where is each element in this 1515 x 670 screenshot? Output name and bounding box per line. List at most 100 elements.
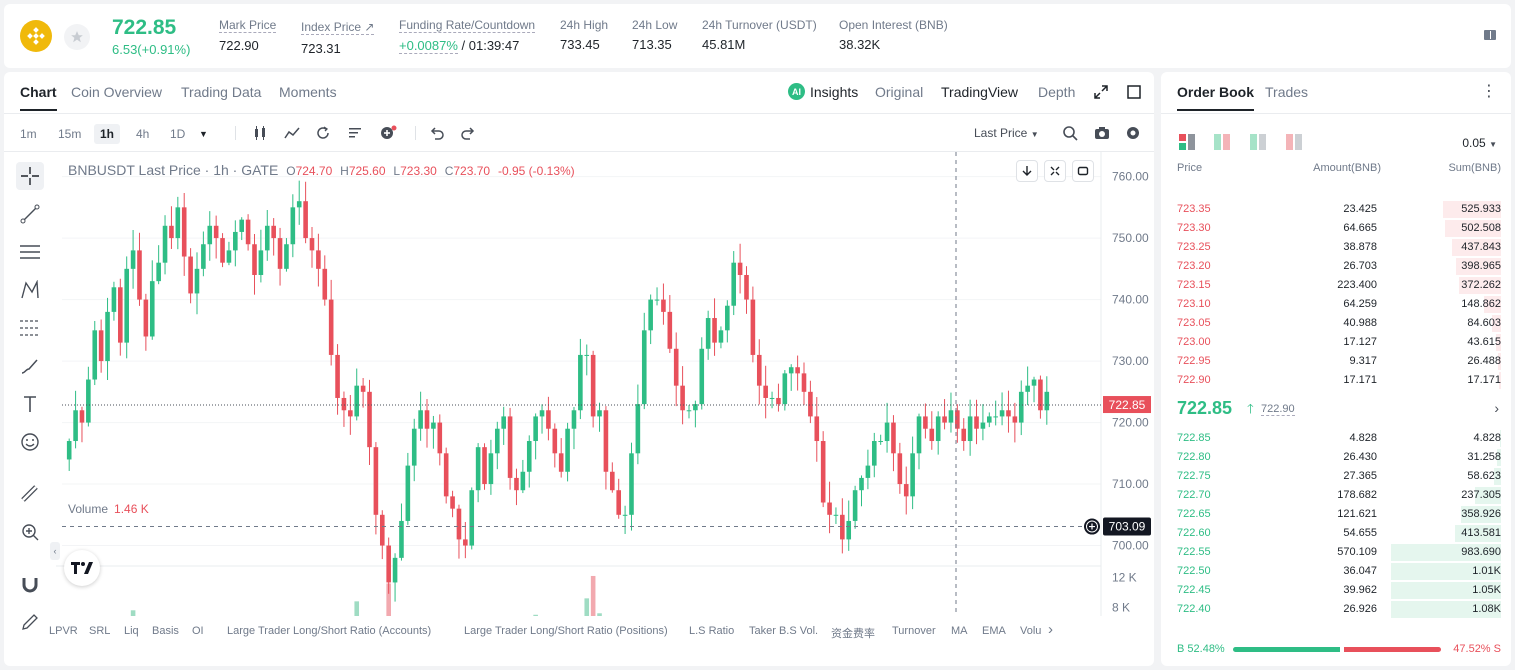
collapse-left-icon[interactable]: ‹ bbox=[50, 542, 60, 560]
bid-row[interactable]: 722.85 4.828 4.828 bbox=[1177, 429, 1501, 448]
pattern-tool-icon[interactable] bbox=[16, 276, 44, 304]
favorite-star-icon[interactable] bbox=[64, 24, 90, 50]
undo-icon[interactable] bbox=[429, 125, 445, 141]
pencil-lock-tool-icon[interactable] bbox=[16, 608, 44, 636]
tradingview-logo-icon[interactable] bbox=[64, 550, 100, 586]
indicator-item[interactable]: MA bbox=[951, 625, 968, 637]
fit-screen-icon[interactable] bbox=[1072, 160, 1094, 182]
tab-moments[interactable]: Moments bbox=[279, 84, 337, 100]
emoji-tool-icon[interactable] bbox=[16, 428, 44, 456]
ask-row[interactable]: 723.20 26.703 398.965 bbox=[1177, 257, 1501, 276]
indicator-item[interactable]: Taker B.S Vol. bbox=[749, 625, 819, 637]
candle-body bbox=[520, 471, 526, 491]
ruler-tool-icon[interactable] bbox=[16, 480, 44, 508]
timeframe-1d[interactable]: 1D bbox=[170, 127, 186, 141]
chevron-right-icon[interactable]: › bbox=[1048, 621, 1053, 638]
horizontal-lines-tool-icon[interactable] bbox=[16, 238, 44, 266]
bid-row[interactable]: 722.65 121.621 358.926 bbox=[1177, 505, 1501, 524]
orderbook-mid-price[interactable]: 722.85 🡑 722.90 › bbox=[1177, 398, 1501, 424]
indicator-item[interactable]: EMA bbox=[982, 625, 1006, 637]
tab-trades[interactable]: Trades bbox=[1265, 84, 1309, 100]
search-icon[interactable] bbox=[1062, 125, 1078, 141]
bid-row[interactable]: 722.45 39.962 1.05K bbox=[1177, 581, 1501, 600]
ask-row[interactable]: 723.15 223.400 372.262 bbox=[1177, 276, 1501, 295]
indicator-item[interactable]: Liq bbox=[124, 625, 139, 637]
precision-select[interactable]: 0.05 ▼ bbox=[1462, 136, 1497, 150]
indicator-item[interactable]: OI bbox=[192, 625, 204, 637]
more-vertical-icon[interactable]: ⋮ bbox=[1481, 83, 1497, 100]
stat-index-price[interactable]: Index Price ↗ 723.31 bbox=[301, 18, 375, 56]
ask-row[interactable]: 722.90 17.171 17.171 bbox=[1177, 371, 1501, 390]
candle-body bbox=[233, 231, 238, 251]
timeframe-1h[interactable]: 1h bbox=[94, 124, 121, 144]
brush-tool-icon[interactable] bbox=[16, 352, 44, 380]
tab-chart[interactable]: Chart bbox=[20, 84, 57, 111]
stat-mark-price[interactable]: Mark Price 722.90 bbox=[219, 18, 277, 53]
redo-icon[interactable] bbox=[460, 125, 476, 141]
indicator-item[interactable]: Basis bbox=[152, 625, 179, 637]
stat-value: 713.35 bbox=[632, 37, 672, 52]
indicator-item[interactable]: Large Trader Long/Short Ratio (Positions… bbox=[464, 625, 668, 637]
chevron-down-icon[interactable]: ▼ bbox=[199, 129, 208, 139]
bid-row[interactable]: 722.55 570.109 983.690 bbox=[1177, 543, 1501, 562]
indicator-item[interactable]: Volu bbox=[1020, 625, 1042, 637]
ask-row[interactable]: 723.00 17.127 43.615 bbox=[1177, 333, 1501, 352]
template-icon[interactable] bbox=[347, 125, 363, 141]
indicator-item[interactable]: 资金费率 bbox=[831, 628, 875, 640]
ask-row[interactable]: 722.95 9.317 26.488 bbox=[1177, 352, 1501, 371]
bid-row[interactable]: 722.60 54.655 413.581 bbox=[1177, 524, 1501, 543]
layout-bids-icon[interactable] bbox=[1250, 134, 1266, 155]
chevron-right-icon[interactable]: › bbox=[1494, 400, 1499, 416]
book-icon[interactable] bbox=[1483, 28, 1497, 42]
fibonacci-tool-icon[interactable] bbox=[16, 314, 44, 342]
bid-row[interactable]: 722.70 178.682 237.305 bbox=[1177, 486, 1501, 505]
bid-row[interactable]: 722.40 26.926 1.08K bbox=[1177, 600, 1501, 619]
expand-icon[interactable] bbox=[1094, 85, 1108, 104]
timeframe-4h[interactable]: 4h bbox=[136, 127, 150, 141]
candle-body bbox=[431, 422, 436, 429]
trendline-tool-icon[interactable] bbox=[16, 200, 44, 228]
view-tradingview[interactable]: TradingView bbox=[941, 84, 1019, 100]
bid-row[interactable]: 722.80 26.430 31.258 bbox=[1177, 448, 1501, 467]
bid-row[interactable]: 722.50 36.047 1.01K bbox=[1177, 562, 1501, 581]
indicator-item[interactable]: Turnover bbox=[892, 625, 936, 637]
add-level-icon[interactable] bbox=[1084, 518, 1100, 535]
layout-asks-icon[interactable] bbox=[1286, 134, 1302, 155]
price-type-select[interactable]: Last Price ▼ bbox=[974, 126, 1039, 140]
tab-coin-overview[interactable]: Coin Overview bbox=[71, 84, 163, 100]
window-icon[interactable] bbox=[1127, 85, 1141, 104]
crosshair-tool-icon[interactable] bbox=[16, 162, 44, 190]
view-insights[interactable]: Insights bbox=[810, 84, 859, 100]
ask-row[interactable]: 723.35 23.425 525.933 bbox=[1177, 200, 1501, 219]
add-alert-icon[interactable] bbox=[379, 125, 397, 141]
indicator-item[interactable]: L.S Ratio bbox=[689, 625, 735, 637]
tab-trading-data[interactable]: Trading Data bbox=[181, 84, 262, 100]
timeframe-1m[interactable]: 1m bbox=[20, 127, 37, 141]
layout-both-icon[interactable] bbox=[1179, 134, 1195, 155]
view-original[interactable]: Original bbox=[875, 84, 924, 100]
indicators-icon[interactable] bbox=[284, 125, 300, 141]
indicator-item[interactable]: LPVR bbox=[49, 625, 78, 637]
indicator-item[interactable]: SRL bbox=[89, 625, 111, 637]
settings-gear-icon[interactable] bbox=[1125, 125, 1141, 141]
zoom-in-tool-icon[interactable] bbox=[16, 518, 44, 546]
ask-row[interactable]: 723.05 40.988 84.603 bbox=[1177, 314, 1501, 333]
tab-order-book[interactable]: Order Book bbox=[1177, 84, 1255, 111]
candles-icon[interactable] bbox=[252, 125, 268, 141]
layout-mixed-icon[interactable] bbox=[1214, 134, 1230, 155]
bid-row[interactable]: 722.75 27.365 58.623 bbox=[1177, 467, 1501, 486]
magnet-tool-icon[interactable] bbox=[16, 570, 44, 598]
arrow-down-icon[interactable] bbox=[1016, 160, 1038, 182]
refresh-icon[interactable] bbox=[315, 125, 331, 141]
ask-row[interactable]: 723.25 38.878 437.843 bbox=[1177, 238, 1501, 257]
view-depth[interactable]: Depth bbox=[1038, 84, 1076, 100]
indicator-item[interactable]: Large Trader Long/Short Ratio (Accounts) bbox=[227, 625, 432, 637]
compress-icon[interactable] bbox=[1044, 160, 1066, 182]
ask-row[interactable]: 723.30 64.665 502.508 bbox=[1177, 219, 1501, 238]
ask-row[interactable]: 723.10 64.259 148.862 bbox=[1177, 295, 1501, 314]
stat-funding-rate[interactable]: Funding Rate/Countdown +0.0087% / 01:39:… bbox=[399, 18, 536, 54]
camera-icon[interactable] bbox=[1094, 125, 1110, 141]
timeframe-15m[interactable]: 15m bbox=[58, 127, 82, 141]
text-tool-icon[interactable] bbox=[16, 390, 44, 418]
